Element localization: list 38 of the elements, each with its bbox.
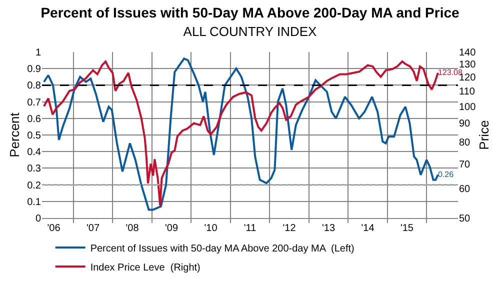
legend-label: Percent of Issues with 50-day MA Above 200-day MA (Left)	[90, 243, 354, 254]
chart-subtitle: ALL COUNTRY INDEX	[183, 24, 318, 39]
x-tick-label: '12	[282, 223, 296, 234]
y2-tick-label: 130	[459, 59, 476, 70]
y2-tick-label: 60	[459, 184, 471, 196]
legend-label: Index Price Leve (Right)	[90, 262, 200, 274]
y2-tick-label: 110	[459, 86, 476, 98]
y2-tick-label: 70	[459, 159, 471, 170]
y2-tick-label: 50	[459, 214, 471, 224]
y-tick-label: 0.7	[27, 97, 42, 108]
x-tick-label: '09	[164, 223, 178, 234]
data-label: 0.26	[438, 170, 454, 179]
y-tick-label: 0.5	[27, 130, 42, 142]
y2-tick-label: 100	[459, 102, 476, 113]
y-axis-title: Percent	[7, 112, 22, 158]
data-label: 123.08	[438, 68, 463, 77]
x-tick-label: '07	[86, 223, 100, 234]
y-tick-label: 0.2	[27, 180, 42, 192]
x-tick-label: '08	[126, 223, 140, 234]
y2-tick-label: 80	[459, 138, 471, 149]
y2-tick-label: 90	[459, 118, 471, 130]
chart-title: Percent of Issues with 50-Day MA Above 200-Day MA and Price	[40, 4, 460, 21]
y-tick-label: 0.8	[27, 80, 42, 92]
x-tick-label: '13	[322, 223, 336, 234]
x-tick-label: '14	[361, 223, 375, 234]
x-tick-label: '11	[244, 223, 257, 234]
x-tick-label: '10	[204, 223, 218, 234]
y2-axis-title: Price	[476, 120, 492, 150]
y-tick-label: 0.9	[27, 64, 42, 76]
y-tick-label: 0	[35, 214, 42, 224]
y2-tick-label: 140	[459, 48, 476, 58]
y-tick-label: 0.6	[27, 114, 42, 125]
y-tick-label: 1	[35, 48, 42, 58]
x-tick-label: '15	[400, 223, 414, 234]
y-tick-label: 0.4	[27, 147, 42, 158]
x-tick-label: '06	[47, 223, 61, 234]
y-tick-label: 0.3	[27, 164, 42, 175]
y-tick-label: 0.1	[27, 196, 42, 208]
